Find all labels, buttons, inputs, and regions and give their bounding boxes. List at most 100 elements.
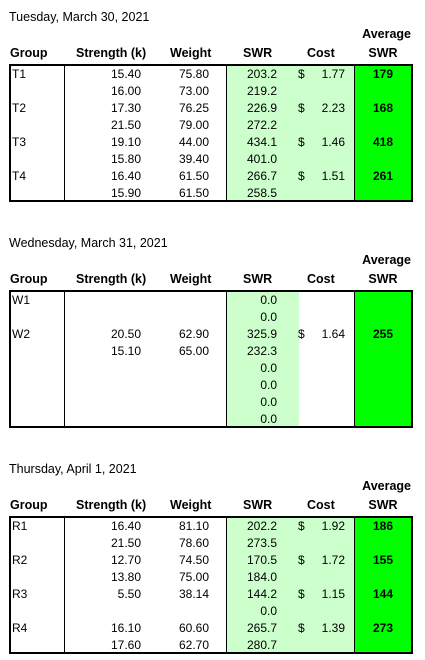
header-average-line1: Average xyxy=(362,253,411,267)
table-row: T3 19.10 44.00 434.1 $1.46 418 xyxy=(11,134,411,151)
cell-weight: 61.50 xyxy=(178,186,209,200)
cell-average: 179 xyxy=(372,67,394,81)
cell-cost-sign: $ xyxy=(298,553,305,567)
table-row: 15.80 39.40 401.0 xyxy=(11,151,411,168)
header-strength: Strength (k) xyxy=(76,272,147,286)
cell-weight: 39.40 xyxy=(178,152,209,166)
cell-average: 273 xyxy=(372,621,394,635)
table-row: 0.0 xyxy=(11,309,411,326)
cell-swr: 184.0 xyxy=(246,570,277,584)
header-cost: Cost xyxy=(307,46,335,60)
cell-cost: 1.92 xyxy=(321,519,345,533)
cell-weight: 79.00 xyxy=(178,118,209,132)
swr-column-fill xyxy=(227,518,299,652)
table-row: R1 16.40 81.10 202.2 $1.92 186 xyxy=(11,518,411,535)
average-column-fill xyxy=(355,518,411,652)
table-row: 0.0 xyxy=(11,360,411,377)
section-date: Wednesday, March 31, 2021 xyxy=(9,236,168,250)
header-average-line2: SWR xyxy=(368,498,398,512)
cell-group: T4 xyxy=(12,169,27,183)
cell-average: 255 xyxy=(372,327,394,341)
cell-swr: 265.7 xyxy=(246,621,277,635)
cell-strength: 12.70 xyxy=(110,553,141,567)
cell-strength: 15.10 xyxy=(110,344,141,358)
table-row: 15.10 65.00 232.3 xyxy=(11,343,411,360)
divider xyxy=(226,292,227,426)
cell-cost-sign: $ xyxy=(298,67,305,81)
data-table: W1 0.0 0.0 W2 20.50 62.90 325.9 $1.64 255 15.10 65… xyxy=(9,290,413,428)
divider xyxy=(354,518,355,652)
cell-strength: 13.80 xyxy=(110,570,141,584)
cell-average: 168 xyxy=(372,101,394,115)
average-column-fill xyxy=(355,292,411,426)
table-row: 13.80 75.00 184.0 xyxy=(11,569,411,586)
divider xyxy=(64,518,65,652)
cell-swr: 272.2 xyxy=(246,118,277,132)
cell-swr: 325.9 xyxy=(246,327,277,341)
table-row: 17.60 62.70 280.7 xyxy=(11,637,411,654)
cell-group: W1 xyxy=(12,293,30,307)
cell-swr: 434.1 xyxy=(246,135,277,149)
cell-cost: 1.51 xyxy=(321,169,345,183)
swr-column-fill xyxy=(227,66,299,200)
cell-strength: 20.50 xyxy=(110,327,141,341)
cell-weight: 78.60 xyxy=(178,536,209,550)
table-row: R2 12.70 74.50 170.5 $1.72 155 xyxy=(11,552,411,569)
table-row: T4 16.40 61.50 266.7 $1.51 261 xyxy=(11,168,411,185)
cell-weight: 44.00 xyxy=(178,135,209,149)
cell-group: R1 xyxy=(12,519,28,533)
header-weight: Weight xyxy=(170,498,212,512)
cell-strength: 15.40 xyxy=(110,67,141,81)
cell-weight: 60.60 xyxy=(178,621,209,635)
cell-swr: 202.2 xyxy=(246,519,277,533)
cell-cost: 2.23 xyxy=(321,101,345,115)
cell-cost-sign: $ xyxy=(298,587,305,601)
cell-cost-sign: $ xyxy=(298,327,305,341)
cell-strength: 16.40 xyxy=(110,169,141,183)
cell-swr: 0.0 xyxy=(260,395,277,409)
header-group: Group xyxy=(10,272,48,286)
cell-cost: 1.64 xyxy=(321,327,345,341)
cell-weight: 38.14 xyxy=(178,587,209,601)
section-tuesday: Tuesday, March 30, 2021 Average Group St… xyxy=(0,0,425,210)
table-row: 0.0 xyxy=(11,377,411,394)
cell-weight: 75.80 xyxy=(178,67,209,81)
cell-strength: 15.80 xyxy=(110,152,141,166)
table-row: 16.00 73.00 219.2 xyxy=(11,83,411,100)
cell-swr: 0.0 xyxy=(260,604,277,618)
section-thursday: Thursday, April 1, 2021 Average Group St… xyxy=(0,452,425,660)
cell-weight: 76.25 xyxy=(178,101,209,115)
cell-strength: 21.50 xyxy=(110,536,141,550)
cell-swr: 203.2 xyxy=(246,67,277,81)
swr-column-fill xyxy=(227,292,299,426)
cell-swr: 0.0 xyxy=(260,361,277,375)
average-column-fill xyxy=(355,66,411,200)
table-row: 0.0 xyxy=(11,603,411,620)
cell-group: T1 xyxy=(12,67,27,81)
data-table: T1 15.40 75.80 203.2 $1.77 179 16.00 73.00 219.2… xyxy=(9,64,413,202)
cell-swr: 0.0 xyxy=(260,412,277,426)
cell-weight: 81.10 xyxy=(178,519,209,533)
data-table: R1 16.40 81.10 202.2 $1.92 186 21.50 78.60 273.5… xyxy=(9,516,413,654)
table-row: 0.0 xyxy=(11,411,411,428)
cell-cost-sign: $ xyxy=(298,519,305,533)
cell-strength: 16.10 xyxy=(110,621,141,635)
header-strength: Strength (k) xyxy=(76,46,147,60)
cell-weight: 75.00 xyxy=(178,570,209,584)
header-swr: SWR xyxy=(243,272,273,286)
divider xyxy=(64,66,65,200)
cell-cost-sign: $ xyxy=(298,135,305,149)
cell-group: R3 xyxy=(12,587,28,601)
table-row: T2 17.30 76.25 226.9 $2.23 168 xyxy=(11,100,411,117)
table-row: W1 0.0 xyxy=(11,292,411,309)
cell-cost-sign: $ xyxy=(298,101,305,115)
cell-average: 418 xyxy=(372,135,394,149)
cell-average: 261 xyxy=(372,169,394,183)
header-swr: SWR xyxy=(243,46,273,60)
cell-group: T2 xyxy=(12,101,27,115)
header-cost: Cost xyxy=(307,272,335,286)
cell-swr: 226.9 xyxy=(246,101,277,115)
header-weight: Weight xyxy=(170,272,212,286)
header-average-line2: SWR xyxy=(368,46,398,60)
header-group: Group xyxy=(10,498,48,512)
